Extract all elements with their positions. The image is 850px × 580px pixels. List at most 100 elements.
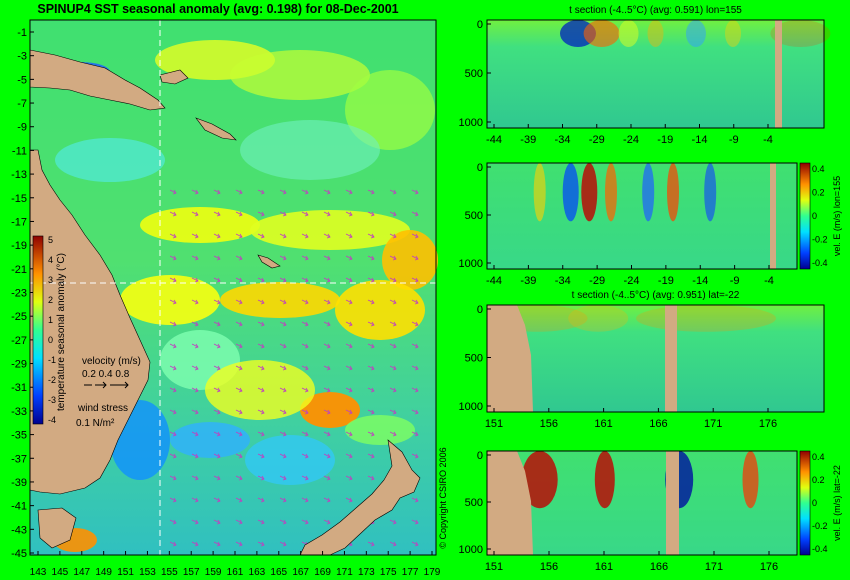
wind-arrow [389,277,397,283]
wind-arrow [367,189,375,195]
wind-arrow [235,189,243,195]
depth-tick-label: 1000 [459,258,483,270]
wind-arrow [279,211,287,217]
wind-arrow [411,541,419,547]
wind-arrow [411,387,419,393]
wind-arrow [191,541,199,547]
wind-arrow [169,497,177,503]
section-x-tick-label: 171 [704,418,722,430]
lat-tick-label: -25 [11,311,27,323]
wind-arrow [169,233,177,239]
wind-arrow [213,277,221,283]
wind-arrow [389,519,397,525]
wind-arrow [235,453,243,459]
section-frame [486,450,798,556]
wind-arrow [323,211,331,217]
wind-legend-label: wind stress [77,403,128,414]
section-x-tick-label: -19 [658,275,674,287]
section-x-tick-label: -9 [729,134,739,146]
anomaly-patch [170,422,250,458]
depth-tick-label: 0 [477,19,483,31]
wind-arrow [235,497,243,503]
section-anomaly-cell [704,163,717,222]
section-x-tick-label: 166 [650,561,668,573]
wind-arrow [235,321,243,327]
wind-arrow [301,519,309,525]
wind-arrow [411,277,419,283]
wind-arrow [213,431,221,437]
wind-arrow [345,321,353,327]
wind-arrow [257,365,265,371]
wind-arrow [367,541,375,547]
wind-arrow [279,233,287,239]
wind-arrow [279,189,287,195]
wind-arrow [191,277,199,283]
wind-arrow [257,409,265,415]
wind-arrow [257,519,265,525]
wind-arrow [345,475,353,481]
wind-arrow [235,211,243,217]
section-frame [486,162,798,270]
section-x-tick-label: 156 [540,561,558,573]
section-panel-1: t section (-4..5°C) (avg: 0.591) lon=155… [459,5,831,146]
wind-arrow [213,519,221,525]
wind-arrow [213,189,221,195]
wind-arrow [169,277,177,283]
velocity-legend-label: velocity (m/s) [82,356,141,367]
section-field [487,163,797,269]
depth-tick-label: 0 [477,162,483,174]
velocity-colorbar-tick: -0.4 [812,258,828,268]
wind-arrow [257,387,265,393]
section-frame [486,304,825,413]
section-x-tick-label: 171 [705,561,723,573]
section-coast-land [487,305,533,412]
section-x-tick-label: 176 [760,561,778,573]
wind-arrow [389,189,397,195]
lon-tick-label: 177 [402,567,419,578]
velocity-legend-arrows [84,381,129,389]
wind-arrow [367,387,375,393]
wind-legend-scale: 0.1 N/m² [76,418,115,429]
section-x-tick-label: -39 [520,275,536,287]
map-colorbar-tick: 3 [48,275,53,285]
wind-arrow [367,343,375,349]
wind-arrow [235,255,243,261]
section-anomaly-cell [636,305,777,332]
section-title: t section (-4..5°C) (avg: 0.591) lon=155 [569,5,742,16]
wind-arrow [389,409,397,415]
wind-arrow [323,255,331,261]
depth-tick-label: 1000 [459,117,483,129]
map-colorbar-tick: 5 [48,235,53,245]
wind-arrow [191,321,199,327]
wind-arrow [411,189,419,195]
wind-arrow [389,387,397,393]
wind-arrow [411,233,419,239]
wind-arrow [235,343,243,349]
section-x-tick-label: 156 [540,418,558,430]
wind-arrow [235,541,243,547]
wind-arrow [301,277,309,283]
velocity-colorbar-label: vel. E (m/s) lon=155 [832,176,842,256]
wind-arrow [213,387,221,393]
velocity-colorbar-tick: 0 [812,211,817,221]
wind-arrow [257,475,265,481]
section-x-tick-label: -9 [730,275,740,287]
wind-arrow [235,365,243,371]
wind-arrow [191,233,199,239]
velocity-colorbar-tick: 0.4 [812,452,825,462]
section-x-tick-label: -34 [555,134,571,146]
copyright: © Copyright CSIRO 2006 [438,447,448,548]
wind-arrow [213,365,221,371]
lat-tick-label: -5 [17,74,27,86]
wind-arrow [191,343,199,349]
land-australia [29,149,151,495]
lat-tick-label: -21 [11,264,27,276]
lat-tick-label: -9 [17,122,27,134]
wind-arrow [345,365,353,371]
wind-arrow [345,233,353,239]
section-anomaly-cell [594,451,615,509]
map-frame [29,19,437,556]
wind-arrow [191,519,199,525]
wind-arrow [257,343,265,349]
wind-arrow [411,497,419,503]
